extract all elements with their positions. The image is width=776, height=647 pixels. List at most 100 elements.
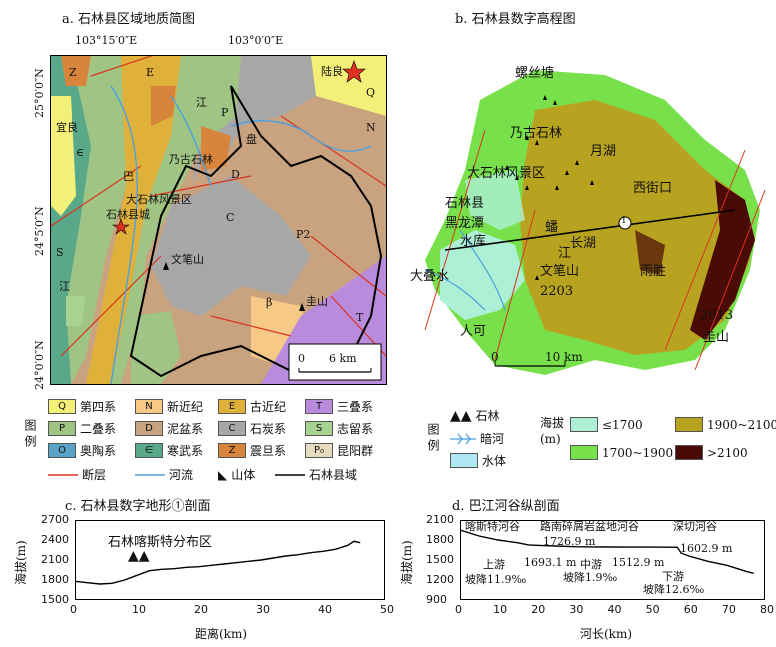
legend-county-label: 石林县域	[309, 468, 358, 482]
x-tick-label: 60	[683, 603, 698, 616]
x-tick-label: 0	[70, 603, 77, 616]
legend-unit-5: D 泥盆系	[135, 420, 203, 437]
scalebar-b-end: 10 km	[545, 350, 583, 364]
karst-peak-icon: ▲▲	[450, 407, 472, 424]
x-tick-label: 80	[760, 603, 774, 616]
underground-river-icon	[450, 433, 476, 444]
legend-mountain-label: 山体	[231, 468, 256, 482]
legend-unit-2: E 古近纪	[218, 398, 286, 415]
legend-unit-label: 昆阳群	[337, 444, 374, 458]
x-tick-label: 0	[455, 603, 462, 616]
legend-water-label: 水体	[482, 454, 507, 468]
legend-b-title: 图例	[426, 423, 440, 455]
annot-slope-down: 坡降12.6‰	[643, 583, 705, 596]
x-tick-label: 50	[645, 603, 660, 616]
dem-river-pan: 蟠	[545, 220, 559, 235]
profile-chart-c	[74, 520, 385, 600]
series-line-0	[459, 529, 754, 574]
legend-unit-swatch: E	[218, 399, 246, 414]
panel-d-ylabel: 海拔(m)	[400, 540, 414, 585]
legend-elev-2: 1700~1900	[570, 445, 673, 460]
legend-unit-swatch: T	[305, 399, 333, 414]
profile-chart-d-svg	[459, 520, 765, 600]
legend-unit-1: N 新近纪	[135, 398, 203, 415]
annot-1602: 1602.9 m	[680, 542, 733, 555]
annot-slope-up: 坡降11.9‰	[465, 573, 527, 586]
legend-water: 水体	[450, 452, 506, 469]
dem-place-reservoir: 水库	[460, 234, 487, 249]
elev-title: 海拔(m)	[540, 416, 565, 446]
dem-place-heilongtan: 黑龙潭	[445, 216, 485, 231]
legend-elev-3: 1900~2100	[675, 417, 776, 432]
legend-unit-swatch: C	[218, 421, 246, 436]
panel-a-title: a. 石林县区域地质简图	[62, 12, 196, 27]
y-tick-label: 2100	[426, 513, 454, 526]
legend-a-title: 图例	[23, 419, 37, 451]
legend-unit-10: Z 震旦系	[218, 442, 286, 459]
x-tick-label: 40	[318, 603, 332, 616]
dem-place-yuehu: 月湖	[590, 144, 617, 159]
legend-unit-8: O 奥陶系	[48, 442, 116, 459]
y-tick-label: 1500	[426, 553, 454, 566]
unit-label-p: P	[221, 106, 229, 119]
dem-place-yusheng: 雨胜	[640, 264, 667, 279]
elev-swatch-4	[675, 445, 703, 460]
water-swatch	[450, 453, 478, 468]
dem-place-2613: 2613	[700, 308, 734, 323]
scalebar-a-end: 6 km	[329, 352, 357, 365]
scalebar-a-start: 0	[298, 352, 305, 365]
legend-elev-1: ≤1700	[570, 417, 643, 432]
unit-label-p2: P2	[296, 228, 311, 241]
legend-fault-label: 断层	[82, 468, 107, 482]
karst-zone-annotation: 石林喀斯特分布区	[108, 535, 213, 550]
legend-unit-swatch: Q	[48, 399, 76, 414]
place-naigu: 乃古石林	[169, 153, 213, 166]
unit-label-cambrian: ∈	[76, 146, 85, 159]
lon-label-2: 103°0′0″E	[228, 34, 284, 47]
annot-slope-mid: 坡降1.9‰	[563, 571, 618, 584]
karst-peak-icon-c: ▲▲	[128, 548, 150, 564]
x-tick-label: 20	[194, 603, 208, 616]
legend-elev-4: >2100	[675, 445, 748, 460]
legend-elev-2-label: 1700~1900	[602, 445, 674, 460]
segment-deep: 深切河谷	[673, 520, 717, 533]
unit-label-s: S	[56, 246, 64, 259]
x-tick-label: 10	[132, 603, 146, 616]
place-county-seat: 石林县城	[106, 208, 150, 221]
legend-unit-label: 三叠系	[337, 400, 374, 414]
unit-label-c: C	[226, 211, 235, 224]
legend-elev-3-label: 1900~2100	[707, 417, 776, 432]
legend-unit-label: 石炭系	[250, 422, 287, 436]
elev-swatch-2	[570, 445, 598, 460]
y-tick-label: 1500	[41, 593, 69, 606]
annot-upstream: 上游	[483, 558, 505, 571]
legend-unit-label: 奥陶系	[80, 444, 117, 458]
legend-elev-1-label: ≤1700	[602, 417, 643, 432]
annot-downstream: 下游	[662, 570, 684, 583]
unit-label-e: E	[146, 66, 155, 79]
x-tick-label: 30	[256, 603, 270, 616]
x-tick-label: 70	[721, 603, 736, 616]
chart-frame	[460, 520, 765, 600]
legend-unit-swatch: N	[135, 399, 163, 414]
dem-place-renke: 人可	[460, 324, 487, 339]
annot-1693: 1693.1 m	[524, 556, 577, 569]
legend-elev-4-label: >2100	[707, 445, 748, 460]
legend-unit-swatch: P	[48, 421, 76, 436]
place-wenbi: 文笔山	[171, 253, 204, 266]
legend-unit-3: T 三叠系	[305, 398, 373, 415]
panel-c-xlabel: 距离(km)	[195, 627, 248, 641]
dem-place-county: 石林县	[445, 196, 485, 211]
legend-unit-label: 志留系	[337, 422, 374, 436]
unit-label-z: Z	[69, 66, 77, 79]
segment-basin: 路南碎屑岩盆地河谷	[540, 520, 639, 533]
legend-underground-label: 暗河	[480, 432, 505, 446]
dem-map-svg	[424, 70, 766, 375]
dem-place-naigu: 乃古石林	[510, 126, 563, 141]
panel-c-ylabel: 海拔(m)	[14, 540, 28, 585]
place-guishan: 圭山	[306, 295, 328, 308]
legend-unit-label: 新近纪	[167, 400, 204, 414]
unit-label-q: Q	[366, 86, 376, 99]
elev-swatch-3	[675, 417, 703, 432]
annot-1512: 1512.9 m	[612, 556, 665, 569]
